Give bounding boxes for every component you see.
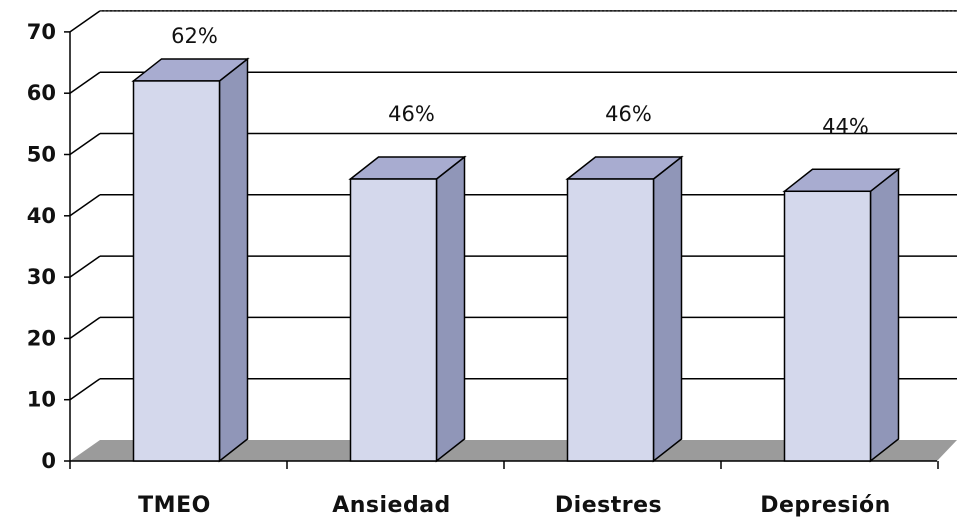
y-tick-label: 0 [41, 449, 56, 473]
y-tick-label: 60 [27, 81, 56, 105]
y-tick-label: 40 [27, 204, 56, 228]
y-tick-label: 30 [27, 265, 56, 289]
x-category-label: Diestres [555, 493, 662, 518]
data-label: 44% [822, 114, 869, 138]
bar-side [435, 155, 466, 463]
labels: 0 10 20 30 40 50 60 70 62% TMEO 46% Ansiedad 46% Dies… [27, 20, 891, 518]
gridline-diagonal [69, 10, 101, 33]
bar-front [783, 190, 872, 462]
bar-side [218, 57, 249, 463]
y-tick-label: 20 [27, 326, 56, 350]
data-label: 46% [605, 102, 652, 126]
bar-tmeo [131, 57, 250, 463]
y-tick-label: 70 [27, 20, 56, 44]
x-category-label: Ansiedad [332, 493, 451, 518]
bars [131, 57, 901, 463]
bar-side [869, 167, 900, 463]
gridline-diagonal [69, 71, 101, 94]
gridline-diagonal [69, 316, 101, 340]
x-category-label: Depresión [760, 493, 891, 518]
gridline-diagonal [69, 132, 101, 156]
floor-plane [70, 440, 957, 461]
gridline-diagonal [69, 255, 101, 278]
bar-front [132, 80, 221, 462]
y-tick-label: 10 [27, 388, 56, 412]
chart-floor [70, 440, 957, 461]
data-label: 46% [388, 102, 435, 126]
y-tick-label: 50 [27, 143, 56, 167]
x-category-label: TMEO [138, 493, 211, 518]
bar-depresión [782, 167, 901, 463]
bar-side [652, 155, 683, 463]
bar-front [349, 178, 438, 462]
bar-front [566, 178, 655, 462]
bar-ansiedad [348, 155, 467, 463]
gridline-diagonal [69, 378, 101, 401]
data-label: 62% [171, 24, 218, 48]
bar-diestres [565, 155, 684, 463]
gridline-diagonal [69, 194, 101, 217]
